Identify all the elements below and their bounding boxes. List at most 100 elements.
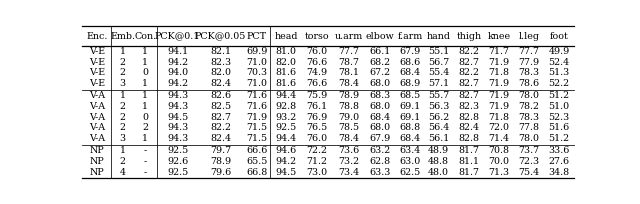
Text: 81.7: 81.7	[458, 146, 479, 155]
Text: 82.0: 82.0	[210, 68, 231, 77]
Text: 82.2: 82.2	[458, 47, 479, 56]
Text: 56.7: 56.7	[428, 58, 449, 67]
Text: NP: NP	[90, 157, 104, 166]
Text: V-A: V-A	[89, 91, 105, 100]
Text: 93.2: 93.2	[275, 113, 296, 122]
Text: 94.5: 94.5	[275, 168, 296, 177]
Text: 1: 1	[120, 91, 125, 100]
Text: 71.8: 71.8	[488, 68, 509, 77]
Text: 63.2: 63.2	[369, 146, 390, 155]
Text: 77.7: 77.7	[338, 47, 359, 56]
Text: 78.7: 78.7	[338, 58, 359, 67]
Text: 0: 0	[142, 113, 148, 122]
Text: V-E: V-E	[89, 79, 105, 88]
Text: 63.4: 63.4	[399, 146, 420, 155]
Text: thigh: thigh	[456, 32, 481, 41]
Text: 1: 1	[142, 102, 148, 111]
Text: 49.9: 49.9	[548, 47, 570, 56]
Text: 2: 2	[120, 113, 125, 122]
Text: 79.6: 79.6	[210, 168, 231, 177]
Text: 67.9: 67.9	[399, 47, 420, 56]
Text: 62.8: 62.8	[369, 157, 390, 166]
Text: 78.3: 78.3	[518, 68, 540, 77]
Text: 71.9: 71.9	[488, 58, 509, 67]
Text: 76.1: 76.1	[307, 102, 328, 111]
Text: 68.4: 68.4	[399, 68, 420, 77]
Text: PCK@0.1: PCK@0.1	[155, 32, 200, 41]
Text: 82.2: 82.2	[210, 123, 231, 132]
Text: 78.9: 78.9	[338, 91, 359, 100]
Text: 71.6: 71.6	[246, 102, 267, 111]
Text: 63.0: 63.0	[399, 157, 420, 166]
Text: 82.4: 82.4	[210, 134, 231, 143]
Text: 78.0: 78.0	[518, 91, 540, 100]
Text: 82.0: 82.0	[275, 58, 296, 67]
Text: 78.0: 78.0	[518, 134, 540, 143]
Text: 76.9: 76.9	[307, 113, 328, 122]
Text: elbow: elbow	[365, 32, 394, 41]
Text: foot: foot	[550, 32, 568, 41]
Text: 82.7: 82.7	[458, 58, 479, 67]
Text: 70.3: 70.3	[246, 68, 267, 77]
Text: 78.4: 78.4	[338, 134, 359, 143]
Text: 70.0: 70.0	[488, 157, 509, 166]
Text: 65.5: 65.5	[246, 157, 268, 166]
Text: V-E: V-E	[89, 58, 105, 67]
Text: 82.1: 82.1	[210, 47, 231, 56]
Text: 68.6: 68.6	[399, 58, 420, 67]
Text: 33.6: 33.6	[548, 146, 570, 155]
Text: 76.6: 76.6	[307, 58, 328, 67]
Text: 76.0: 76.0	[307, 134, 328, 143]
Text: 71.9: 71.9	[488, 79, 509, 88]
Text: 68.4: 68.4	[399, 134, 420, 143]
Text: 56.3: 56.3	[428, 102, 449, 111]
Text: 94.3: 94.3	[167, 123, 188, 132]
Text: 55.4: 55.4	[428, 68, 449, 77]
Text: 94.3: 94.3	[167, 91, 188, 100]
Text: 2: 2	[120, 102, 125, 111]
Text: 63.3: 63.3	[369, 168, 390, 177]
Text: 82.7: 82.7	[210, 113, 231, 122]
Text: 62.5: 62.5	[399, 168, 420, 177]
Text: head: head	[274, 32, 298, 41]
Text: 71.8: 71.8	[488, 113, 509, 122]
Text: 82.4: 82.4	[210, 79, 231, 88]
Text: 48.0: 48.0	[428, 168, 449, 177]
Text: 70.8: 70.8	[488, 146, 509, 155]
Text: 1: 1	[120, 146, 125, 155]
Text: 71.0: 71.0	[246, 58, 267, 67]
Text: V-A: V-A	[89, 113, 105, 122]
Text: Enc.: Enc.	[86, 32, 108, 41]
Text: 77.9: 77.9	[518, 58, 540, 67]
Text: 51.3: 51.3	[548, 68, 570, 77]
Text: 55.7: 55.7	[428, 91, 449, 100]
Text: 72.3: 72.3	[518, 157, 540, 166]
Text: 94.2: 94.2	[275, 157, 296, 166]
Text: 68.3: 68.3	[369, 91, 390, 100]
Text: 0: 0	[142, 68, 148, 77]
Text: 82.8: 82.8	[458, 134, 479, 143]
Text: 78.1: 78.1	[338, 68, 359, 77]
Text: 69.1: 69.1	[399, 102, 420, 111]
Text: 94.2: 94.2	[167, 58, 188, 67]
Text: 71.5: 71.5	[246, 123, 267, 132]
Text: 94.4: 94.4	[275, 134, 296, 143]
Text: 81.1: 81.1	[458, 157, 479, 166]
Text: 69.1: 69.1	[399, 113, 420, 122]
Text: 68.9: 68.9	[399, 79, 420, 88]
Text: 2: 2	[142, 123, 148, 132]
Text: 52.4: 52.4	[548, 58, 570, 67]
Text: 76.5: 76.5	[307, 123, 328, 132]
Text: 73.4: 73.4	[338, 168, 359, 177]
Text: 68.0: 68.0	[369, 79, 390, 88]
Text: 92.5: 92.5	[275, 123, 296, 132]
Text: 2: 2	[120, 58, 125, 67]
Text: l.leg: l.leg	[518, 32, 540, 41]
Text: 2: 2	[120, 123, 125, 132]
Text: 71.4: 71.4	[488, 134, 509, 143]
Text: 78.2: 78.2	[518, 102, 540, 111]
Text: 55.1: 55.1	[428, 47, 449, 56]
Text: 68.4: 68.4	[369, 113, 390, 122]
Text: 94.1: 94.1	[167, 47, 188, 56]
Text: 2: 2	[120, 157, 125, 166]
